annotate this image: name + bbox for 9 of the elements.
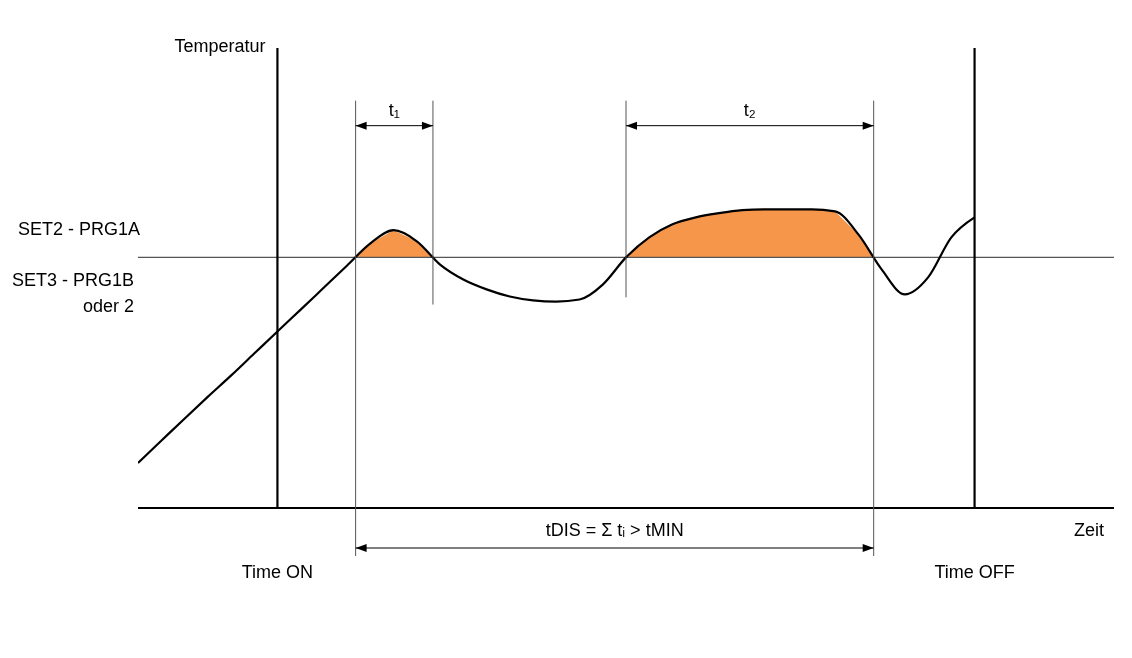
text: tDIS = Σ tᵢ > tMIN (545, 520, 684, 540)
ref-line-label: SET2 - PRG1A (18, 219, 141, 240)
text: Temperatur (174, 36, 266, 56)
x-axis-title: Zeit (1074, 520, 1105, 540)
x-tick-label: Time ON (241, 562, 314, 582)
annotation: SET3 - PRG1B oder 2 (10, 269, 134, 319)
x-tick-label: Time OFF (934, 562, 1015, 582)
text: t₂ (743, 99, 756, 120)
text: t₁ (388, 99, 400, 120)
